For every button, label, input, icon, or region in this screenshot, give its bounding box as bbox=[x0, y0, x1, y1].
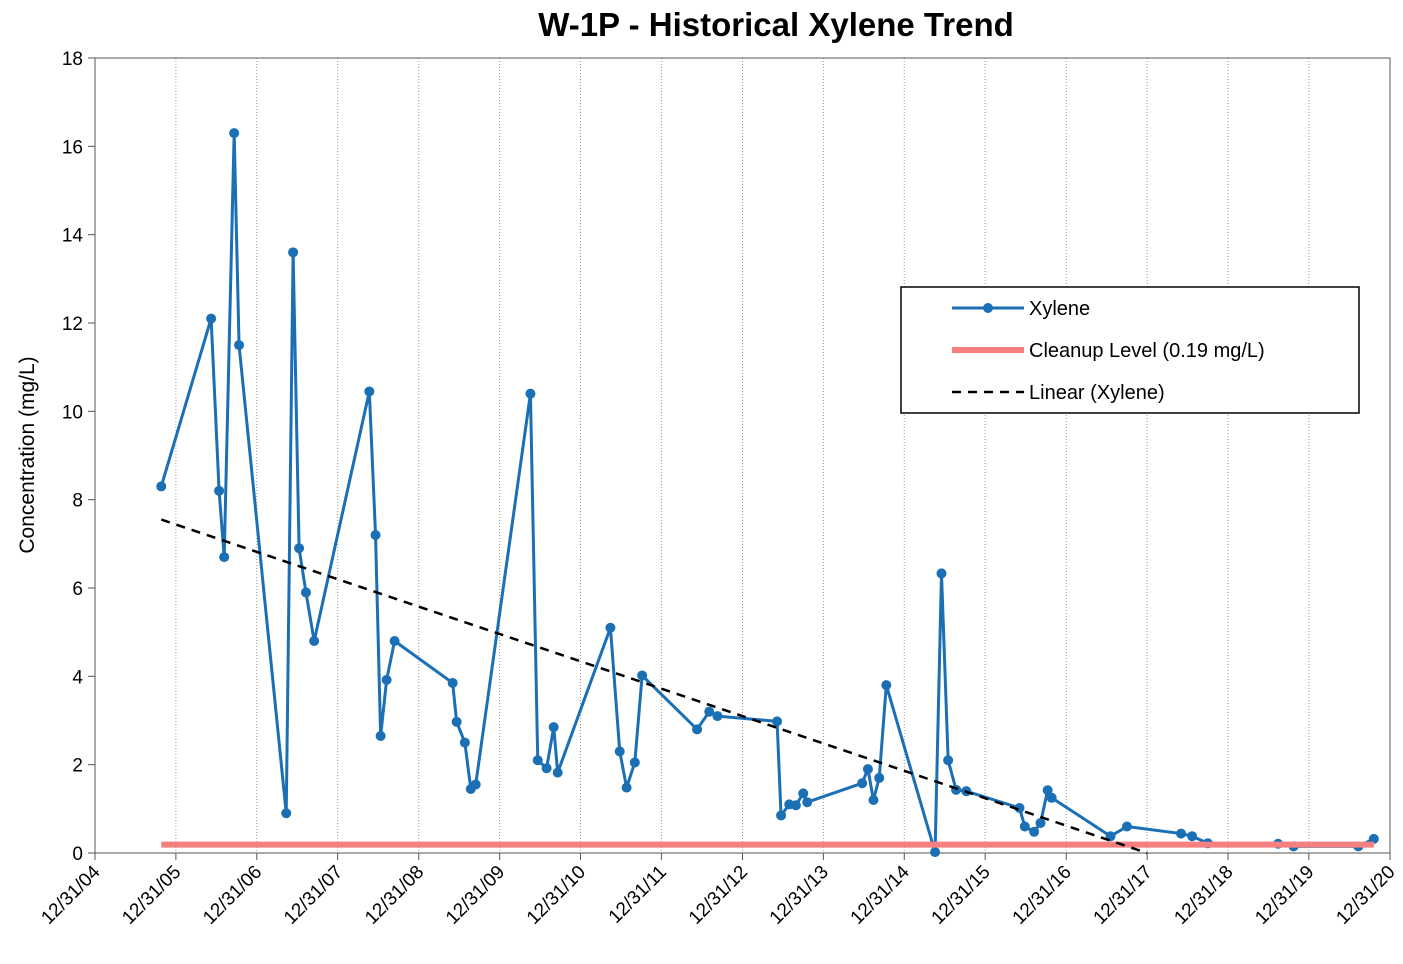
data-point bbox=[1046, 792, 1057, 803]
data-point bbox=[1029, 826, 1040, 837]
data-point bbox=[156, 481, 167, 492]
data-point bbox=[370, 530, 381, 540]
y-tick-label: 14 bbox=[62, 226, 84, 247]
y-tick-label: 4 bbox=[72, 667, 83, 688]
data-point bbox=[288, 247, 299, 258]
data-point bbox=[229, 128, 240, 139]
data-point bbox=[868, 795, 879, 805]
data-point bbox=[206, 313, 217, 324]
data-point bbox=[525, 388, 536, 399]
data-point bbox=[541, 763, 552, 774]
y-axis-label: Concentration (mg/L) bbox=[16, 356, 39, 553]
data-point bbox=[470, 779, 481, 790]
y-tick-label: 2 bbox=[72, 756, 83, 777]
y-tick-label: 16 bbox=[62, 137, 83, 158]
data-point bbox=[629, 757, 640, 768]
y-tick-label: 8 bbox=[72, 491, 83, 512]
data-point bbox=[309, 636, 320, 646]
data-point bbox=[874, 772, 885, 783]
data-point bbox=[790, 800, 801, 811]
data-point bbox=[234, 340, 245, 351]
data-point bbox=[447, 677, 458, 688]
legend-label: Linear (Xylene) bbox=[1029, 382, 1165, 404]
data-point bbox=[881, 680, 892, 691]
data-point bbox=[605, 622, 616, 633]
legend-marker bbox=[983, 303, 993, 313]
data-point bbox=[862, 764, 873, 775]
legend-label: Xylene bbox=[1029, 298, 1090, 320]
data-point bbox=[1014, 802, 1025, 813]
data-point bbox=[375, 730, 386, 741]
data-point bbox=[776, 810, 787, 821]
data-point bbox=[802, 797, 813, 808]
y-tick-label: 10 bbox=[62, 402, 83, 423]
data-point bbox=[798, 788, 809, 799]
data-point bbox=[459, 737, 470, 748]
data-point bbox=[1019, 821, 1030, 832]
data-point bbox=[614, 746, 625, 757]
data-point bbox=[1176, 828, 1187, 839]
data-point bbox=[300, 587, 311, 598]
data-point bbox=[1121, 821, 1132, 832]
data-point bbox=[1368, 833, 1379, 844]
data-point bbox=[1042, 785, 1053, 796]
series-line bbox=[160, 518, 1148, 855]
data-point bbox=[389, 636, 400, 646]
data-point bbox=[857, 778, 868, 789]
data-point bbox=[930, 847, 941, 858]
data-point bbox=[281, 808, 292, 819]
data-point bbox=[692, 724, 703, 735]
data-point bbox=[936, 568, 947, 579]
legend-label: Cleanup Level (0.19 mg/L) bbox=[1029, 340, 1265, 362]
data-point bbox=[943, 755, 954, 766]
y-tick-label: 6 bbox=[72, 579, 83, 600]
data-point bbox=[294, 543, 305, 554]
data-point bbox=[621, 782, 632, 793]
plot-frame bbox=[94, 57, 1391, 854]
data-point bbox=[219, 552, 230, 563]
data-point bbox=[552, 767, 563, 778]
y-tick-label: 18 bbox=[62, 49, 83, 70]
data-point bbox=[1035, 817, 1046, 828]
data-point bbox=[712, 711, 723, 722]
data-point bbox=[637, 670, 648, 681]
data-point bbox=[532, 755, 543, 766]
data-point bbox=[451, 716, 462, 727]
y-tick-label: 12 bbox=[62, 314, 83, 335]
data-point bbox=[548, 722, 559, 733]
data-point bbox=[214, 485, 225, 496]
y-tick-label: 0 bbox=[72, 844, 83, 865]
data-point bbox=[364, 386, 375, 397]
data-point bbox=[381, 674, 392, 685]
data-point bbox=[1187, 831, 1198, 842]
chart-title: W-1P - Historical Xylene Trend bbox=[538, 6, 1014, 43]
data-point bbox=[704, 706, 715, 717]
data-point bbox=[772, 716, 783, 727]
